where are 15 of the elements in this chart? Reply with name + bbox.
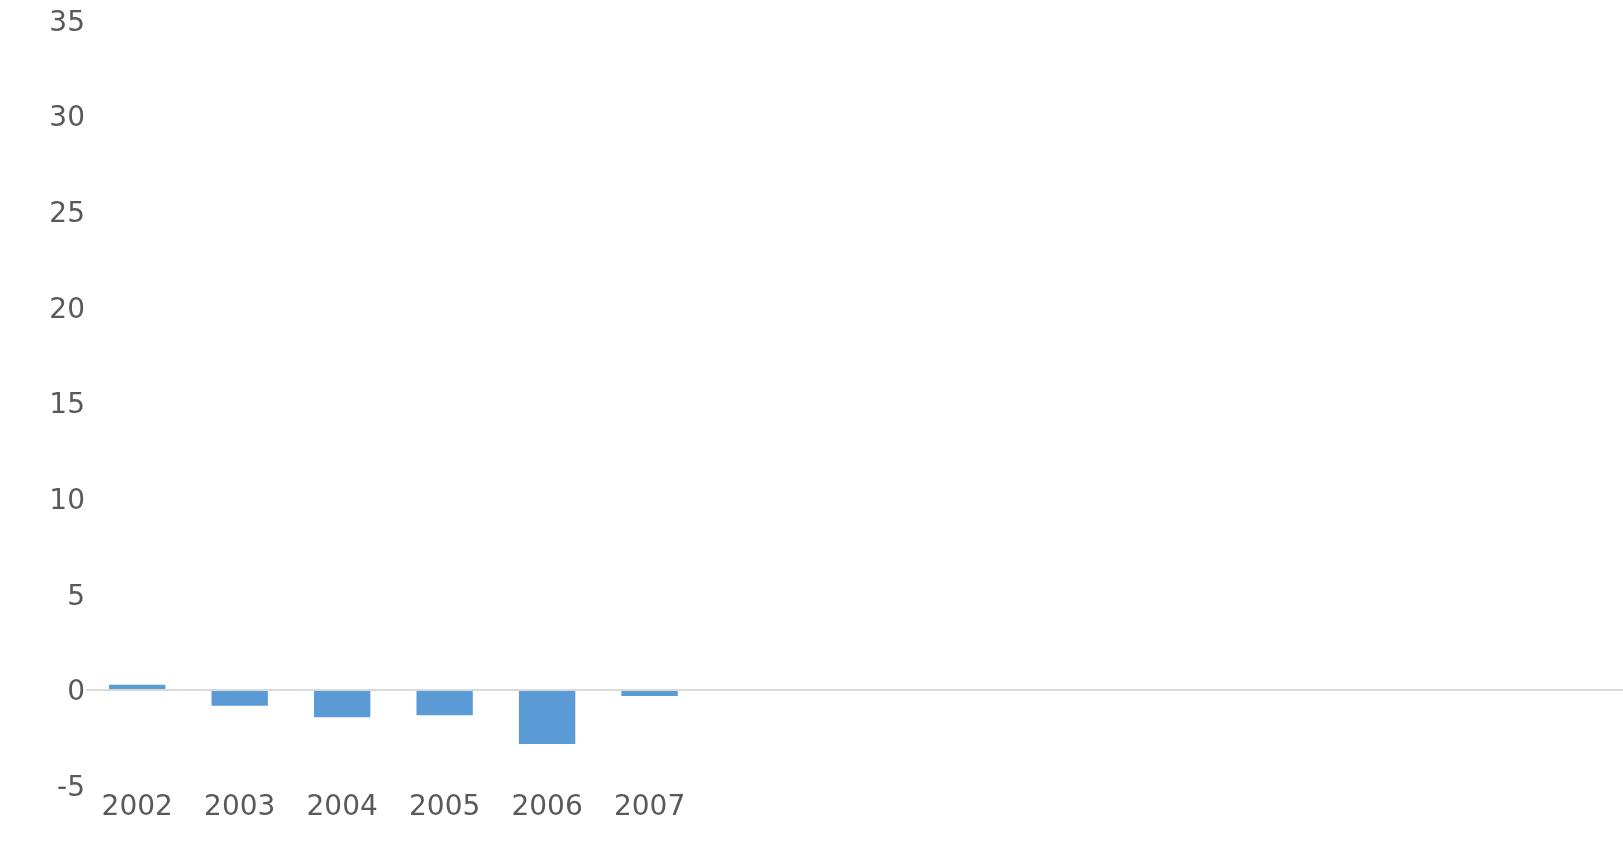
y-tick-label: 30 xyxy=(49,100,85,134)
x-tick-label: 2004 xyxy=(306,789,378,822)
x-tick-label: 2007 xyxy=(613,789,686,822)
x-tick-label: 2005 xyxy=(409,789,481,822)
y-tick-label: 15 xyxy=(49,387,85,421)
y-tick-label: 25 xyxy=(49,196,85,230)
y-tick-label: -5 xyxy=(57,769,85,803)
x-tick-label: 2003 xyxy=(204,789,276,822)
y-tick-label: 5 xyxy=(67,578,85,612)
y-tick-label: 35 xyxy=(49,4,85,38)
y-tick-label: 20 xyxy=(49,291,85,325)
y-tick-label: 10 xyxy=(49,482,85,516)
y-tick-label: 0 xyxy=(67,674,85,708)
x-tick-label: 2006 xyxy=(511,789,583,822)
x-tick-label: 2002 xyxy=(101,789,173,822)
